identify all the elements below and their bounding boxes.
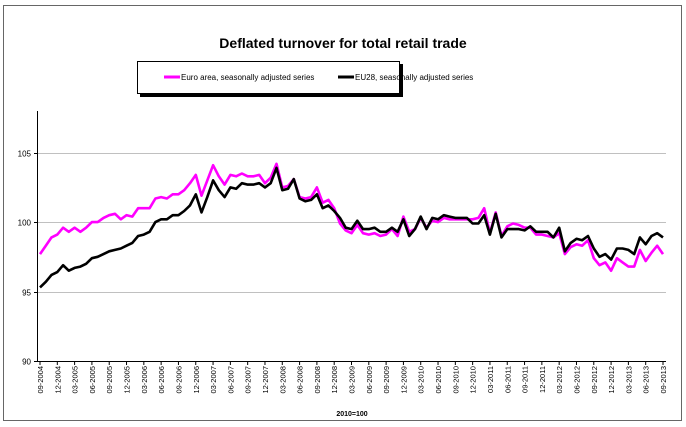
x-tick-label: 12-2011 (538, 366, 547, 393)
x-tick-label: 09-2006 (174, 366, 183, 394)
x-tick-label: 12-2012 (607, 366, 616, 394)
legend-label-eu28: EU28, seasonally adjusted series (355, 73, 473, 82)
legend-box (137, 61, 400, 94)
x-tick-label: 09-2008 (313, 366, 322, 394)
x-tick-label: 12-2006 (192, 366, 201, 394)
x-tick-label: 03-2011 (486, 366, 495, 393)
y-tick-label: 100 (18, 219, 32, 228)
x-tick-label: 09-2011 (521, 366, 530, 393)
x-tick-label: 06-2007 (226, 366, 235, 394)
y-tick-label: 90 (22, 358, 31, 367)
y-tick-label: 105 (18, 150, 32, 159)
x-tick-label: 09-2005 (105, 366, 114, 394)
x-tick-label: 06-2005 (88, 366, 97, 394)
x-tick-label: 09-2012 (590, 366, 599, 394)
x-tick-label: 06-2012 (572, 366, 581, 394)
x-tick-label: 12-2008 (330, 366, 339, 394)
x-tick-label: 12-2010 (469, 366, 478, 394)
x-tick-label: 06-2009 (365, 366, 374, 394)
x-tick-label: 06-2011 (503, 366, 512, 393)
series-line-eu28 (39, 166, 664, 289)
x-tick-label: 09-2009 (382, 366, 391, 394)
x-tick-label: 09-2013 (659, 366, 668, 394)
x-tick-label: 12-2005 (123, 366, 132, 394)
x-tick-label: 06-2013 (642, 366, 651, 394)
x-tick-label: 06-2008 (296, 366, 305, 394)
x-tick-label: 03-2013 (624, 366, 633, 394)
x-tick-label: 09-2010 (451, 366, 460, 394)
x-tick-label: 09-2007 (244, 366, 253, 394)
legend-label-euro-area: Euro area, seasonally adjusted series (181, 73, 314, 82)
y-tick-label: 95 (22, 289, 31, 298)
x-tick-label: 03-2010 (417, 366, 426, 394)
x-tick-label: 12-2009 (399, 366, 408, 394)
legend: Euro area, seasonally adjusted series EU… (137, 61, 473, 97)
x-tick-label: 12-2004 (53, 366, 62, 394)
x-tick-label: 03-2005 (71, 366, 80, 394)
x-tick-label: 09-2004 (36, 366, 45, 394)
x-tick-label: 06-2010 (434, 366, 443, 394)
x-tick-label: 03-2012 (555, 366, 564, 394)
x-tick-label: 12-2007 (261, 366, 270, 394)
x-tick-label: 03-2009 (348, 366, 357, 394)
x-tick-label: 06-2006 (157, 366, 166, 394)
x-tick-label: 03-2006 (140, 366, 149, 394)
x-tick-label: 03-2007 (209, 366, 218, 394)
x-tick-label: 03-2008 (278, 366, 287, 394)
chart-title: Deflated turnover for total retail trade (219, 35, 467, 51)
x-axis-label: 2010=100 (336, 411, 367, 418)
